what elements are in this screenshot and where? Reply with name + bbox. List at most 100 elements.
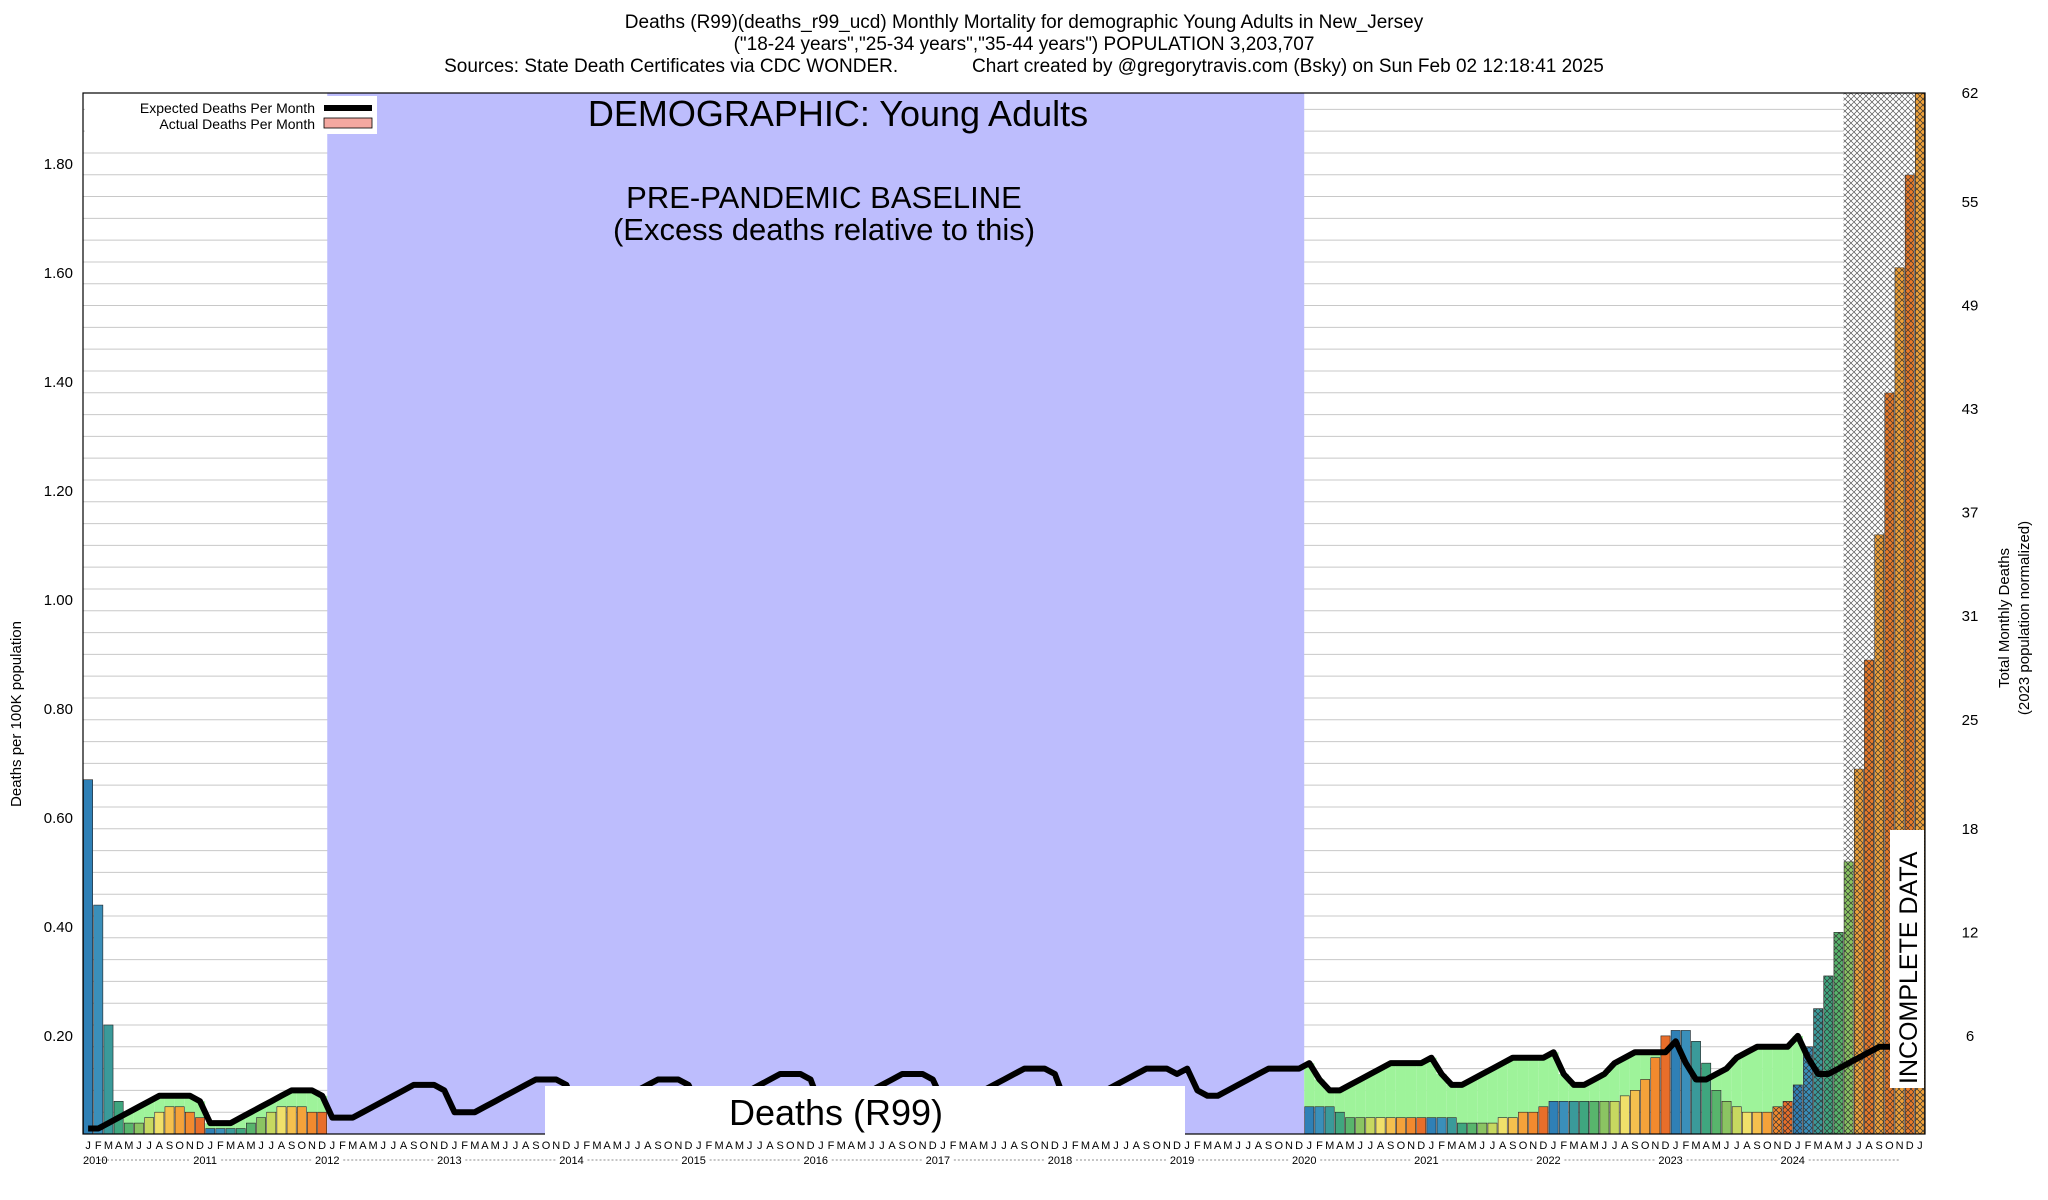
y2-tick-label: 43 — [1962, 401, 1979, 418]
x-month-label: N — [308, 1140, 316, 1152]
x-month-label: J — [136, 1140, 142, 1152]
actual-bar — [174, 1106, 185, 1135]
x-month-label: N — [552, 1140, 560, 1152]
x-month-label: J — [1235, 1140, 1241, 1152]
excess-area — [1405, 1063, 1417, 1118]
x-year-label: 2014 — [559, 1155, 583, 1167]
x-month-label: A — [522, 1140, 530, 1152]
actual-bar — [134, 1122, 144, 1135]
x-month-label: M — [1590, 1140, 1599, 1152]
excess-area — [1538, 1057, 1549, 1107]
x-month-label: A — [1825, 1140, 1833, 1152]
actual-bar-hatch — [1793, 1084, 1803, 1134]
x-month-label: J — [207, 1140, 213, 1152]
excess-area — [154, 1095, 165, 1113]
actual-bar — [225, 1128, 236, 1135]
actual-bar — [184, 1111, 195, 1135]
y2-tick-label: 55 — [1962, 194, 1979, 211]
y2-tick-label: 31 — [1962, 608, 1979, 625]
x-month-label: N — [674, 1140, 682, 1152]
x-month-label: N — [1163, 1140, 1171, 1152]
chart-source-line: Sources: State Death Certificates via CD… — [444, 56, 1604, 77]
actual-bar — [1406, 1117, 1416, 1135]
x-month-label: O — [420, 1140, 429, 1152]
actual-bar-hatch — [1823, 975, 1833, 1134]
x-month-label: M — [1468, 1140, 1477, 1152]
x-month-label: J — [757, 1140, 763, 1152]
x-month-label: J — [1429, 1140, 1435, 1152]
incomplete-hatch — [1894, 93, 1905, 268]
excess-area — [1568, 1084, 1579, 1102]
x-month-label: J — [146, 1140, 152, 1152]
actual-bar — [1365, 1117, 1376, 1135]
x-month-label: J — [818, 1140, 824, 1152]
x-month-label: D — [196, 1140, 204, 1152]
x-month-label: M — [1223, 1140, 1232, 1152]
actual-bar — [1762, 1111, 1773, 1135]
x-month-label: A — [1214, 1140, 1222, 1152]
x-month-label: F — [1682, 1140, 1689, 1152]
incomplete-hatch — [1863, 93, 1875, 660]
actual-bar — [144, 1117, 155, 1135]
x-month-label: O — [908, 1140, 917, 1152]
x-year-label: 2022 — [1536, 1155, 1560, 1167]
actual-bar — [1467, 1122, 1478, 1135]
incomplete-label-box — [1890, 830, 1924, 1088]
incomplete-hatch — [1874, 93, 1885, 535]
x-year-label: 2018 — [1048, 1155, 1072, 1167]
x-month-label: N — [1529, 1140, 1537, 1152]
x-month-label: F — [95, 1140, 102, 1152]
x-month-label: N — [919, 1140, 927, 1152]
excess-area — [1385, 1063, 1396, 1118]
x-month-label: J — [1734, 1140, 1740, 1152]
expected-deaths-line — [88, 1032, 1910, 1132]
x-month-label: M — [1834, 1140, 1843, 1152]
legend-actual-swatch — [323, 117, 373, 129]
x-month-label: J — [1795, 1140, 1801, 1152]
x-month-label: J — [1245, 1140, 1251, 1152]
x-month-label: J — [85, 1140, 91, 1152]
x-month-label: A — [726, 1140, 734, 1152]
x-month-label: J — [1307, 1140, 1313, 1152]
incomplete-hatch — [1884, 93, 1895, 393]
x-month-label: N — [1651, 1140, 1659, 1152]
actual-bar — [1355, 1117, 1366, 1135]
x-month-label: J — [1062, 1140, 1068, 1152]
legend: Expected Deaths Per Month Actual Deaths … — [85, 96, 377, 134]
x-month-label: J — [513, 1140, 519, 1152]
x-month-label: N — [1285, 1140, 1293, 1152]
x-month-label: M — [1081, 1140, 1090, 1152]
x-month-label: J — [1856, 1140, 1862, 1152]
excess-area — [276, 1095, 287, 1107]
x-year-label: 2019 — [1170, 1155, 1194, 1167]
y-tick-label: 1.00 — [44, 592, 73, 609]
excess-area — [1721, 1068, 1732, 1102]
x-month-label: F — [461, 1140, 468, 1152]
excess-area — [1548, 1052, 1559, 1102]
actual-bar — [1497, 1117, 1508, 1135]
excess-area — [194, 1101, 206, 1118]
x-month-label: M — [613, 1140, 622, 1152]
x-month-label: J — [330, 1140, 336, 1152]
x-month-label: S — [288, 1140, 295, 1152]
excess-area — [1792, 1035, 1803, 1085]
excess-area — [1619, 1057, 1630, 1096]
x-month-label: O — [298, 1140, 307, 1152]
x-month-label: O — [1274, 1140, 1283, 1152]
actual-bar — [1599, 1100, 1610, 1135]
excess-area — [1487, 1068, 1498, 1124]
x-month-label: D — [1539, 1140, 1547, 1152]
actual-bar — [195, 1117, 205, 1135]
actual-bar — [266, 1111, 277, 1135]
excess-area — [1426, 1057, 1437, 1118]
excess-area — [133, 1106, 145, 1124]
y-tick-label: 0.60 — [44, 810, 73, 827]
x-month-label: S — [654, 1140, 661, 1152]
excess-area — [1528, 1057, 1539, 1113]
x-month-label: J — [258, 1140, 264, 1152]
actual-bar-hatch — [1905, 174, 1915, 1135]
x-month-label: D — [1906, 1140, 1914, 1152]
x-month-label: S — [1876, 1140, 1883, 1152]
excess-area — [1782, 1046, 1793, 1102]
actual-bar — [1426, 1117, 1437, 1135]
